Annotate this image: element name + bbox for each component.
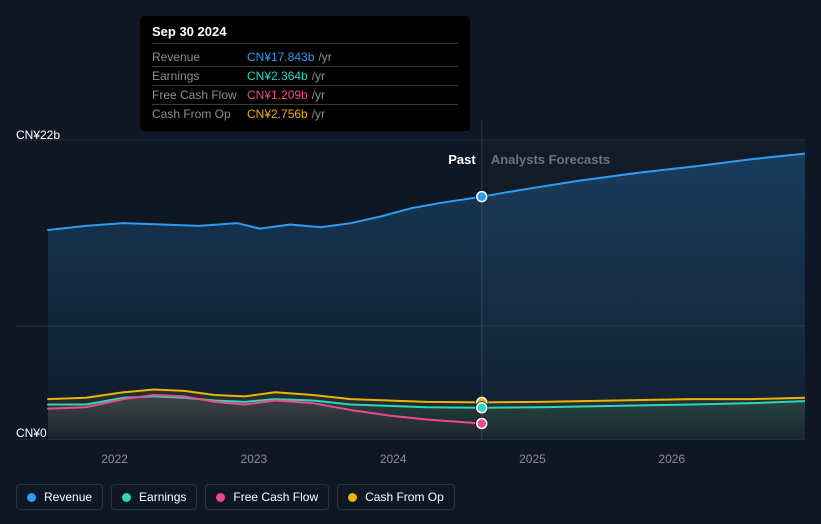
x-axis-tick-label: 2023 [241, 452, 268, 466]
tooltip-metric-value: CN¥2.756b [247, 107, 308, 121]
legend-label: Cash From Op [365, 490, 444, 504]
x-axis-tick-label: 2026 [658, 452, 685, 466]
legend-dot-icon [27, 493, 36, 502]
tooltip-metric-label: Cash From Op [152, 107, 247, 121]
y-axis-min-label: CN¥0 [16, 426, 47, 440]
tooltip-row: Free Cash FlowCN¥1.209b/yr [152, 86, 458, 105]
marker-dot [477, 403, 487, 413]
tooltip-unit: /yr [312, 107, 325, 121]
tooltip-row: Cash From OpCN¥2.756b/yr [152, 105, 458, 123]
tooltip-row: RevenueCN¥17.843b/yr [152, 48, 458, 67]
tooltip-unit: /yr [312, 88, 325, 102]
chart-tooltip: Sep 30 2024 RevenueCN¥17.843b/yrEarnings… [140, 16, 470, 131]
legend-label: Revenue [44, 490, 92, 504]
past-region-label: Past [448, 152, 475, 167]
legend-dot-icon [122, 493, 131, 502]
tooltip-row: EarningsCN¥2.364b/yr [152, 67, 458, 86]
tooltip-date: Sep 30 2024 [152, 24, 458, 44]
tooltip-unit: /yr [318, 50, 331, 64]
y-axis-max-label: CN¥22b [16, 128, 60, 142]
tooltip-metric-value: CN¥2.364b [247, 69, 308, 83]
marker-dot [477, 192, 487, 202]
chart-container: CN¥22b CN¥0 Past Analysts Forecasts 2022… [16, 120, 805, 440]
financials-area-chart[interactable] [16, 120, 805, 440]
legend-item[interactable]: Cash From Op [337, 484, 455, 510]
forecast-region-label: Analysts Forecasts [491, 152, 610, 167]
chart-legend: Revenue Earnings Free Cash Flow Cash From O… [16, 484, 455, 510]
legend-label: Earnings [139, 490, 186, 504]
x-axis-tick-label: 2024 [380, 452, 407, 466]
tooltip-metric-label: Revenue [152, 50, 247, 64]
tooltip-metric-value: CN¥17.843b [247, 50, 314, 64]
legend-dot-icon [348, 493, 357, 502]
legend-item[interactable]: Free Cash Flow [205, 484, 329, 510]
tooltip-unit: /yr [312, 69, 325, 83]
tooltip-metric-label: Earnings [152, 69, 247, 83]
tooltip-metric-label: Free Cash Flow [152, 88, 247, 102]
tooltip-metric-value: CN¥1.209b [247, 88, 308, 102]
x-axis-tick-label: 2022 [101, 452, 128, 466]
x-axis-tick-label: 2025 [519, 452, 546, 466]
legend-item[interactable]: Revenue [16, 484, 103, 510]
marker-dot [477, 419, 487, 429]
legend-label: Free Cash Flow [233, 490, 318, 504]
legend-dot-icon [216, 493, 225, 502]
legend-item[interactable]: Earnings [111, 484, 197, 510]
